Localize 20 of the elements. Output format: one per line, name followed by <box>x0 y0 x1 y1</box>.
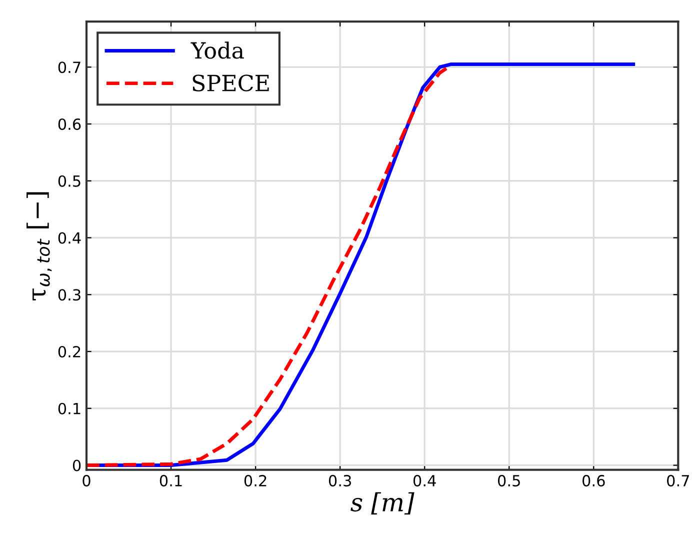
y-tick-label: 0.3 <box>58 289 80 301</box>
y-axis-title: τ$_{ω,tot}$ [−] <box>26 192 52 300</box>
y-tick-label: 0.6 <box>58 118 81 130</box>
y-tick-label: 0.5 <box>58 175 80 187</box>
x-tick-label: 0.2 <box>244 474 266 486</box>
x-tick-label: 0.6 <box>582 474 605 486</box>
legend-label: SPECE <box>192 74 269 92</box>
x-tick-label: 0.3 <box>328 474 351 486</box>
y-tick-label: 0.1 <box>58 402 80 414</box>
x-tick-label: 0.7 <box>667 474 690 486</box>
x-tick-label: 0.1 <box>160 474 182 486</box>
x-tick-label: 0.5 <box>498 474 520 486</box>
x-axis-title: s [m] <box>350 492 414 515</box>
x-tick-label: 0 <box>82 474 90 486</box>
x-tick-label: 0.4 <box>413 474 436 486</box>
y-tick-label: 0.7 <box>58 62 80 74</box>
y-tick-label: 0.4 <box>58 232 81 244</box>
legend-label: Yoda <box>190 42 244 59</box>
y-tick-label: 0.2 <box>58 346 80 358</box>
y-tick-label: 0 <box>72 460 81 472</box>
